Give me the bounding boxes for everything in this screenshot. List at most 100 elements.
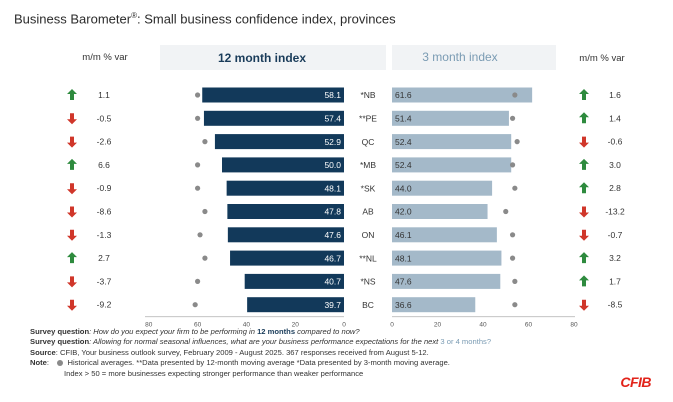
bar-3-label: 51.4: [395, 114, 412, 124]
hist-avg-dot-12: [192, 302, 198, 308]
bar-3-month: [392, 157, 512, 173]
cfib-logo: CFIB: [620, 374, 651, 390]
bar-3-month: [392, 87, 533, 103]
notes-block: Survey question: How do you expect your …: [30, 327, 491, 379]
arrow-shape: [579, 136, 589, 148]
header-left-var: m/m % var: [82, 52, 127, 63]
down-arrow-icon: [67, 206, 77, 218]
arrow-shape: [67, 276, 77, 288]
bar-3-month: [392, 273, 501, 289]
down-arrow-icon: [67, 276, 77, 288]
axis-tick-right: 20: [434, 322, 442, 329]
hist-avg-dot-3: [503, 208, 509, 215]
mm-var-left: 6.6: [98, 160, 110, 170]
hist-avg-dot-12: [202, 255, 208, 261]
down-arrow-icon: [67, 113, 77, 125]
province-label: **NL: [359, 253, 377, 263]
survey-question-3: Survey question: Allowing for normal sea…: [30, 337, 492, 347]
down-arrow-icon: [579, 206, 589, 218]
bar-12-label: 46.7: [324, 253, 341, 263]
hist-avg-dot-3: [514, 139, 520, 145]
bar-12-month: [202, 87, 344, 103]
hist-avg-dot-12: [202, 208, 208, 215]
mm-var-right: -13.2: [605, 207, 625, 217]
up-arrow-icon: [579, 275, 589, 287]
province-label: **PE: [359, 114, 377, 124]
province-label: BC: [362, 300, 374, 310]
hist-avg-dot-3: [509, 162, 516, 168]
down-arrow-icon: [579, 229, 589, 241]
mm-var-left: -3.7: [97, 276, 112, 286]
up-arrow-icon: [67, 252, 77, 264]
axis-tick-right: 60: [525, 322, 533, 329]
hist-avg-dot-12: [195, 92, 201, 98]
bar-12-month: [226, 180, 344, 196]
title-main: Business Barometer: [14, 11, 132, 27]
bar-12-label: 50.0: [324, 160, 341, 170]
header-3-bg: [392, 45, 556, 70]
mm-var-left: 2.7: [98, 253, 110, 263]
mm-var-right: 1.6: [609, 90, 621, 100]
bar-12-month: [227, 204, 344, 219]
bar-3-month: [392, 297, 476, 313]
hist-avg-dot-3: [512, 278, 518, 284]
arrow-shape: [67, 136, 77, 148]
up-arrow-icon: [579, 252, 589, 264]
province-label: QC: [362, 137, 375, 147]
bar-12-label: 48.1: [324, 183, 341, 193]
mm-var-left: -8.6: [97, 207, 112, 217]
bar-3-month: [392, 250, 502, 266]
bar-12-month: [214, 134, 344, 150]
title-rest: : Small business confidence index, provi…: [136, 11, 396, 27]
historical-average-dot-icon: [57, 360, 64, 367]
bar-12-month: [222, 157, 344, 173]
mm-var-right: 1.7: [609, 276, 621, 286]
axis-tick-left: 0: [342, 322, 346, 329]
bar-3-label: 42.0: [395, 207, 412, 217]
axis-tick-left: 80: [145, 322, 153, 329]
hist-avg-dot-12: [202, 139, 208, 145]
bar-12-label: 47.6: [324, 230, 341, 240]
mm-var-left: -9.2: [97, 300, 112, 310]
arrow-shape: [67, 252, 77, 264]
arrow-shape: [67, 158, 77, 170]
arrow-shape: [579, 206, 589, 218]
hist-avg-dot-12: [197, 232, 203, 238]
arrow-shape: [67, 229, 77, 241]
bar-12-month: [203, 110, 344, 126]
hist-avg-dot-3: [509, 115, 516, 121]
bar-3-label: 44.0: [395, 183, 412, 193]
arrow-shape: [579, 158, 589, 170]
bar-12-label: 40.7: [324, 277, 341, 287]
mm-var-right: 1.4: [609, 113, 621, 123]
mm-var-left: -0.5: [97, 113, 112, 123]
bar-3-month: [392, 134, 512, 150]
bar-3-label: 46.1: [395, 230, 412, 240]
mm-var-right: -8.5: [608, 300, 623, 310]
up-arrow-icon: [579, 112, 589, 124]
up-arrow-icon: [579, 158, 589, 170]
axis-tick-left: 20: [292, 322, 300, 329]
arrow-shape: [579, 275, 589, 287]
hist-avg-dot-3: [509, 255, 516, 261]
hist-avg-dot-12: [195, 185, 201, 191]
mm-var-right: 3.2: [609, 253, 621, 263]
header-12-month-index: 12 month index: [218, 51, 306, 65]
mm-var-left: 1.1: [98, 90, 110, 100]
bar-3-month: [392, 204, 488, 219]
down-arrow-icon: [67, 136, 77, 148]
arrow-shape: [579, 252, 589, 264]
arrow-shape: [579, 182, 589, 194]
up-arrow-icon: [579, 89, 589, 100]
mm-var-left: -2.6: [97, 137, 112, 147]
axis-tick-right: 0: [390, 322, 394, 329]
confidence-chart: m/m % var 12 month index 3 month index m…: [67, 45, 625, 329]
province-label: ON: [362, 230, 375, 240]
province-label: AB: [362, 207, 374, 217]
bar-3-label: 52.4: [395, 137, 412, 147]
axis-tick-left: 60: [194, 322, 202, 329]
hist-avg-dot-3: [512, 302, 518, 308]
mm-var-right: 2.8: [609, 183, 621, 193]
hist-avg-dot-12: [195, 115, 201, 121]
bar-12-label: 58.1: [324, 90, 341, 100]
